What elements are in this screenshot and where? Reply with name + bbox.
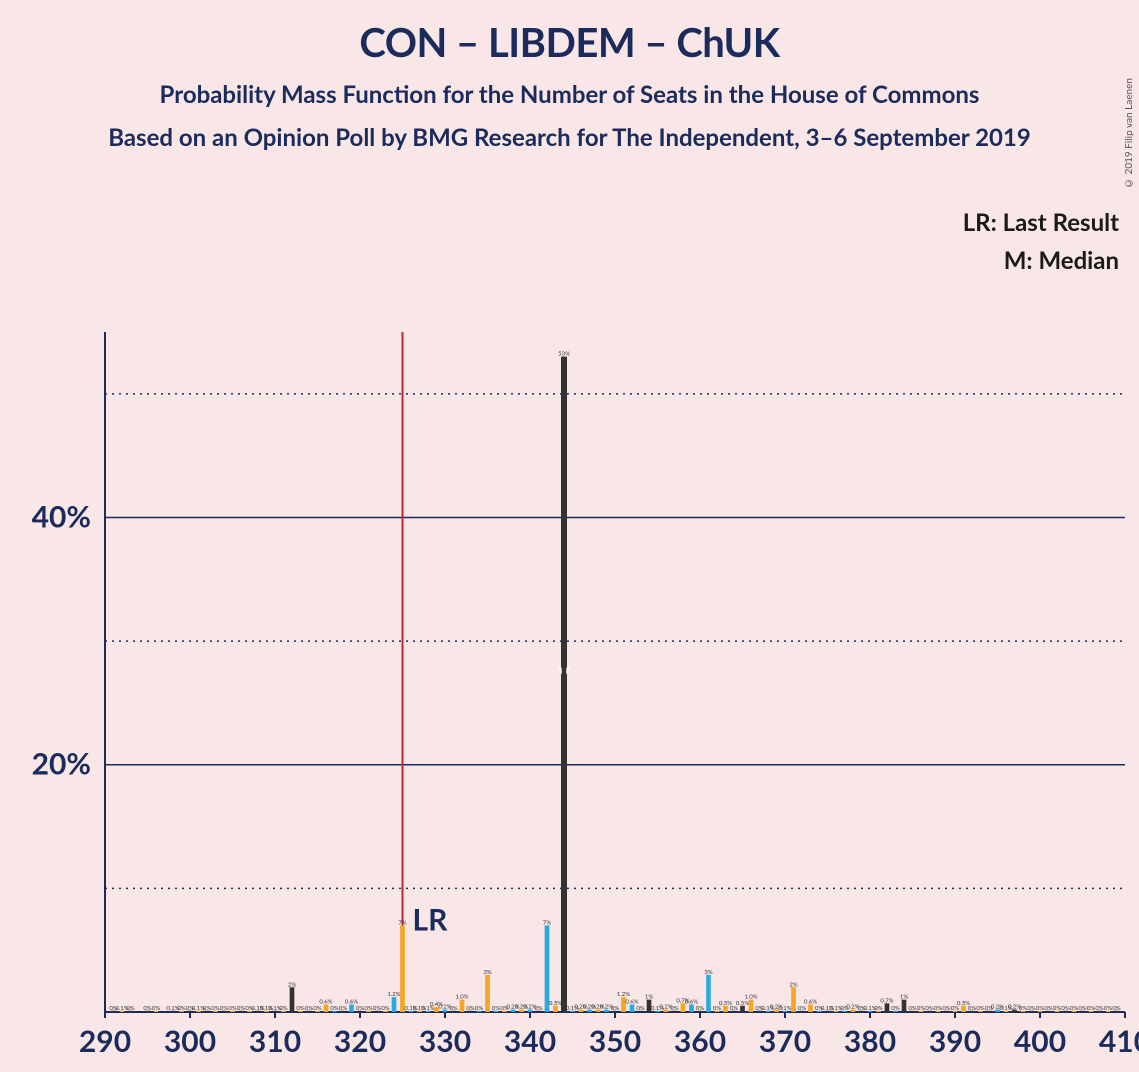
svg-text:310: 310 <box>249 1023 301 1059</box>
svg-text:0%: 0% <box>305 1005 313 1012</box>
svg-text:0%: 0% <box>356 1005 364 1012</box>
svg-text:0%: 0% <box>925 1005 933 1012</box>
chart-subtitle-2: Based on an Opinion Poll by BMG Research… <box>0 123 1139 152</box>
svg-text:0%: 0% <box>1087 1005 1095 1012</box>
svg-text:0%: 0% <box>1070 1005 1078 1012</box>
svg-text:0%: 0% <box>1036 1005 1044 1012</box>
svg-text:360: 360 <box>674 1023 726 1059</box>
svg-text:0%: 0% <box>1027 1005 1035 1012</box>
svg-text:2%: 2% <box>288 981 296 988</box>
svg-text:0%: 0% <box>475 1005 483 1012</box>
svg-text:300: 300 <box>164 1023 216 1059</box>
svg-text:0%: 0% <box>1061 1005 1069 1012</box>
svg-text:0%: 0% <box>313 1005 321 1012</box>
svg-text:2%: 2% <box>789 981 797 988</box>
svg-text:1.0%: 1.0% <box>744 994 757 1001</box>
svg-text:0%: 0% <box>492 1005 500 1012</box>
svg-text:0%: 0% <box>373 1005 381 1012</box>
svg-text:0%: 0% <box>636 1005 644 1012</box>
svg-text:0%: 0% <box>126 1005 134 1012</box>
svg-text:0%: 0% <box>696 1005 704 1012</box>
svg-text:0%: 0% <box>466 1005 474 1012</box>
svg-text:320: 320 <box>334 1023 386 1059</box>
svg-text:0%: 0% <box>203 1005 211 1012</box>
svg-text:0%: 0% <box>152 1005 160 1012</box>
svg-text:0.5%: 0.5% <box>736 1000 749 1007</box>
svg-text:7%: 7% <box>398 919 406 926</box>
chart-title: CON – LIBDEM – ChUK <box>0 18 1139 66</box>
svg-text:0%: 0% <box>279 1005 287 1012</box>
svg-text:0%: 0% <box>339 1005 347 1012</box>
svg-text:0%: 0% <box>968 1005 976 1012</box>
svg-text:0%: 0% <box>330 1005 338 1012</box>
svg-text:53%: 53% <box>558 351 570 358</box>
svg-text:3%: 3% <box>483 969 491 976</box>
svg-text:0%: 0% <box>296 1005 304 1012</box>
svg-text:0%: 0% <box>1044 1005 1052 1012</box>
svg-text:0%: 0% <box>611 1005 619 1012</box>
svg-text:0%: 0% <box>228 1005 236 1012</box>
svg-text:7%: 7% <box>543 919 551 926</box>
svg-text:0%: 0% <box>1095 1005 1103 1012</box>
svg-text:0%: 0% <box>891 1005 899 1012</box>
svg-text:0%: 0% <box>798 1005 806 1012</box>
svg-text:0%: 0% <box>1053 1005 1061 1012</box>
svg-text:1%: 1% <box>900 994 908 1001</box>
svg-text:330: 330 <box>419 1023 471 1059</box>
svg-text:1%: 1% <box>645 994 653 1001</box>
svg-text:390: 390 <box>929 1023 981 1059</box>
svg-text:0%: 0% <box>908 1005 916 1012</box>
svg-text:1.2%: 1.2% <box>617 991 630 998</box>
svg-text:380: 380 <box>844 1023 896 1059</box>
svg-text:0%: 0% <box>177 1005 185 1012</box>
svg-text:0%: 0% <box>670 1005 678 1012</box>
svg-text:0%: 0% <box>143 1005 151 1012</box>
svg-text:410: 410 <box>1099 1023 1139 1059</box>
svg-text:350: 350 <box>589 1023 641 1059</box>
svg-text:0%: 0% <box>237 1005 245 1012</box>
svg-text:0%: 0% <box>381 1005 389 1012</box>
svg-text:20%: 20% <box>32 746 91 782</box>
svg-text:0.5%: 0.5% <box>549 1000 562 1007</box>
svg-text:370: 370 <box>759 1023 811 1059</box>
svg-text:40%: 40% <box>32 498 91 534</box>
svg-text:0%: 0% <box>934 1005 942 1012</box>
svg-text:290: 290 <box>79 1023 131 1059</box>
svg-text:0%: 0% <box>1112 1005 1120 1012</box>
svg-text:0%: 0% <box>1019 1005 1027 1012</box>
svg-text:1.2%: 1.2% <box>387 991 400 998</box>
svg-text:0%: 0% <box>220 1005 228 1012</box>
svg-text:0%: 0% <box>534 1005 542 1012</box>
svg-text:0%: 0% <box>1078 1005 1086 1012</box>
svg-text:0%: 0% <box>1104 1005 1112 1012</box>
svg-text:0%: 0% <box>211 1005 219 1012</box>
svg-text:0%: 0% <box>976 1005 984 1012</box>
svg-text:0%: 0% <box>874 1005 882 1012</box>
svg-text:1.0%: 1.0% <box>455 994 468 1001</box>
svg-text:400: 400 <box>1014 1023 1066 1059</box>
svg-text:0.7%: 0.7% <box>880 997 893 1004</box>
svg-text:LR: LR <box>413 901 449 937</box>
svg-text:0%: 0% <box>364 1005 372 1012</box>
svg-text:0%: 0% <box>449 1005 457 1012</box>
svg-text:0%: 0% <box>917 1005 925 1012</box>
svg-text:0.1%: 0.1% <box>778 1005 791 1012</box>
svg-text:0%: 0% <box>942 1005 950 1012</box>
svg-text:3%: 3% <box>704 969 712 976</box>
chart-subtitle-1: Probability Mass Function for the Number… <box>0 80 1139 109</box>
svg-text:340: 340 <box>504 1023 556 1059</box>
